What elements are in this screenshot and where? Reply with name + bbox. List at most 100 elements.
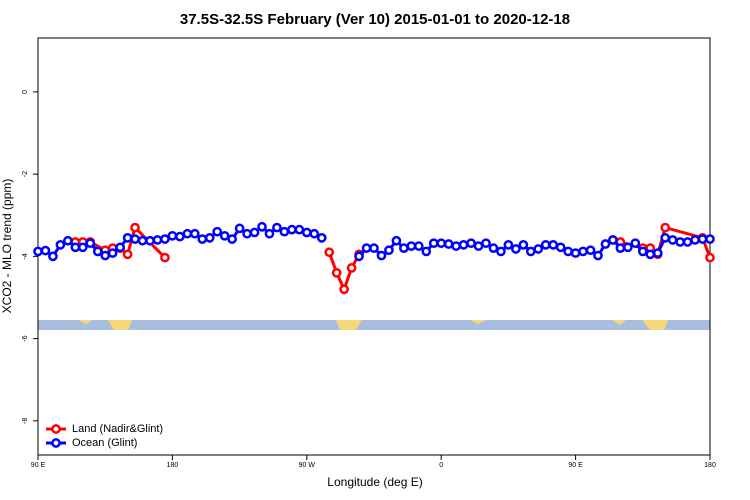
plot-frame: [37, 37, 711, 456]
data-point: [690, 235, 700, 245]
data-point: [92, 246, 103, 257]
data-point: [33, 246, 43, 257]
data-point: [578, 246, 588, 257]
data-point: [593, 250, 603, 261]
data-point: [443, 239, 454, 249]
y-tick-label: -2: [22, 171, 29, 177]
data-point: [204, 233, 215, 243]
data-point: [525, 246, 536, 257]
data-point: [682, 237, 693, 247]
data-point: [242, 228, 252, 239]
data-point: [413, 241, 424, 251]
x-axis-label: Longitude (deg E): [327, 475, 422, 489]
data-point: [175, 231, 185, 242]
x-tick-label: 90 E: [31, 462, 46, 469]
data-point: [115, 242, 125, 253]
data-point: [384, 245, 394, 256]
data-point: [660, 233, 671, 243]
data-point: [354, 251, 364, 262]
data-point: [346, 263, 357, 273]
data-point: [107, 248, 118, 258]
data-point: [182, 228, 193, 239]
data-point: [436, 238, 447, 249]
data-point: [219, 230, 230, 241]
data-point: [667, 235, 678, 245]
data-point: [496, 246, 506, 257]
data-point: [55, 240, 66, 250]
data-point: [503, 240, 514, 250]
data-point: [406, 241, 417, 251]
data-point: [160, 252, 170, 263]
x-tick-label: 180: [167, 462, 179, 469]
legend-label: Ocean (Glint): [72, 437, 137, 449]
data-point: [197, 234, 208, 244]
data-point: [130, 234, 140, 244]
data-point: [189, 228, 200, 239]
x-tick-label: 90 E: [568, 462, 583, 469]
data-point: [100, 250, 111, 261]
data-point: [533, 244, 544, 254]
x-tick-label: 90 W: [299, 462, 316, 469]
y-tick-label: -6: [22, 335, 29, 341]
data-point: [77, 242, 88, 253]
data-point: [145, 235, 155, 246]
y-tick-label: -8: [22, 418, 29, 424]
data-point: [630, 238, 641, 249]
legend-marker: [51, 424, 61, 434]
data-point: [563, 246, 573, 257]
legend-label: Land (Nadir&Glint): [72, 423, 163, 435]
data-point: [122, 233, 133, 243]
data-point: [40, 245, 51, 256]
data-point: [167, 230, 178, 241]
data-point: [316, 233, 327, 243]
data-point: [287, 224, 297, 235]
data-point: [257, 221, 267, 232]
data-point: [466, 238, 476, 249]
data-point: [391, 235, 402, 246]
x-tick-label: 0: [439, 462, 443, 469]
data-point: [234, 223, 245, 234]
chart-title: 37.5S-32.5S February (Ver 10) 2015-01-01…: [180, 11, 570, 28]
y-tick-label: 0: [22, 90, 29, 94]
data-point: [48, 251, 58, 262]
data-point: [623, 242, 633, 253]
data-point: [152, 235, 163, 245]
data-point: [279, 226, 290, 237]
data-point: [652, 248, 663, 258]
data-point: [570, 248, 581, 258]
data-point: [555, 242, 566, 253]
data-point: [212, 226, 223, 237]
data-point: [511, 244, 521, 254]
map-strip: [38, 320, 710, 330]
y-tick-label: -4: [22, 253, 29, 259]
data-point: [637, 246, 648, 257]
data-point: [309, 228, 320, 239]
data-point: [137, 235, 148, 246]
data-point: [518, 240, 529, 250]
data-point: [324, 247, 335, 258]
legend-marker: [51, 438, 61, 448]
data-point: [675, 237, 685, 247]
data-point: [227, 234, 237, 244]
data-point: [160, 234, 170, 244]
data-point: [600, 239, 611, 249]
data-point: [540, 240, 551, 250]
data-point: [264, 228, 275, 239]
x-tick-label: 180: [704, 462, 716, 469]
data-point: [399, 243, 409, 253]
data-point: [645, 249, 656, 260]
data-point: [361, 243, 372, 253]
data-point: [249, 227, 260, 238]
y-axis-label: XCO2 - MLO trend (ppm): [0, 179, 14, 314]
data-point: [130, 222, 140, 233]
data-point: [428, 238, 439, 249]
data-point: [294, 224, 305, 235]
data-point: [488, 243, 499, 253]
data-point: [70, 242, 81, 253]
data-point: [481, 238, 491, 249]
data-point: [608, 235, 618, 245]
data-point: [615, 243, 626, 253]
data-point: [339, 284, 349, 295]
data-point: [301, 227, 312, 238]
